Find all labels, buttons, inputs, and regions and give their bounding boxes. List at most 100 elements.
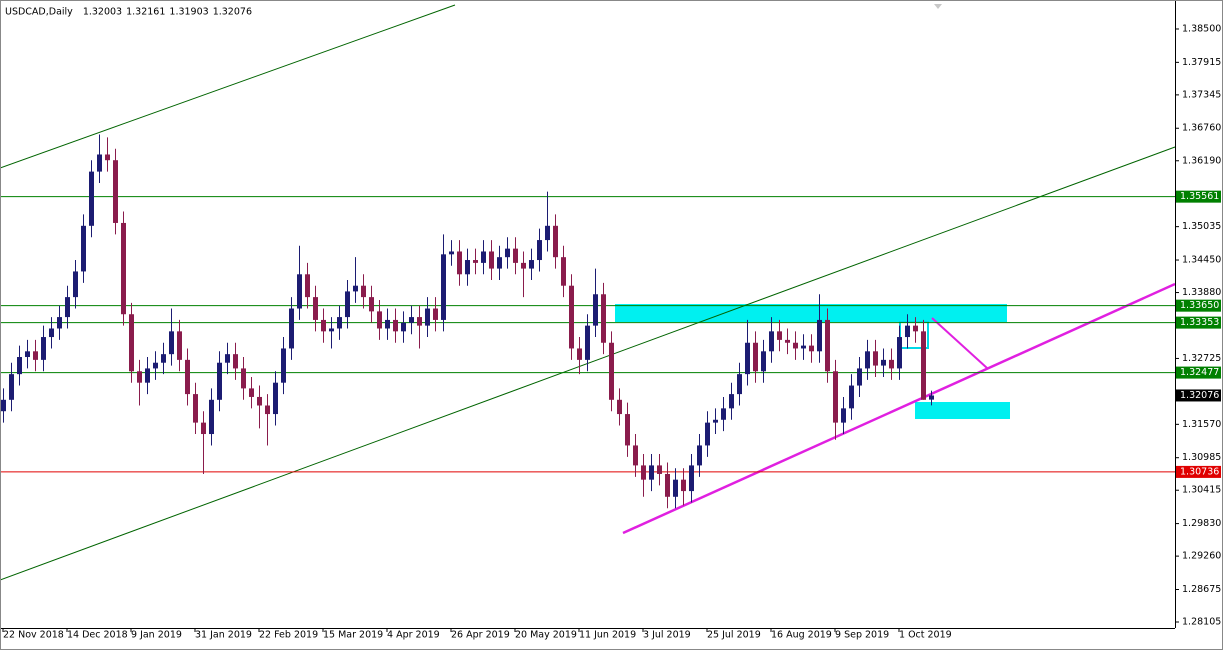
candle-body: [721, 408, 726, 420]
candle-body: [297, 274, 302, 309]
candle-body: [281, 348, 286, 383]
y-tick-label: 1.28105: [1182, 617, 1221, 628]
candle-body: [673, 479, 678, 497]
candle-body: [625, 414, 630, 446]
y-tick-label: 1.36760: [1182, 123, 1221, 134]
x-tick-label: 15 Mar 2019: [323, 630, 383, 641]
candle-body: [265, 405, 270, 415]
arrow-line: [931, 317, 988, 369]
candle-body: [857, 368, 862, 386]
y-tick-label: 1.32725: [1182, 353, 1221, 364]
candle-body: [553, 225, 558, 258]
candle-body: [753, 342, 758, 372]
candle-body: [425, 308, 430, 326]
candle-body: [473, 260, 478, 263]
candle-body: [361, 285, 366, 298]
candle-body: [113, 160, 118, 223]
candle-body: [529, 260, 534, 269]
candle-body: [57, 317, 62, 329]
candle-body: [841, 408, 846, 423]
candle-body: [681, 479, 686, 492]
candle-body: [913, 325, 918, 332]
candle-body: [881, 359, 886, 366]
candle-body: [817, 319, 822, 352]
level-tag: [1176, 190, 1221, 203]
x-tick-label: 25 Jul 2019: [707, 630, 761, 641]
level-label: 1.32076: [1180, 390, 1219, 401]
candle-body: [33, 351, 38, 360]
candle-body: [905, 325, 910, 338]
level-tag: [1176, 316, 1221, 329]
x-tick-label: 22 Nov 2018: [3, 630, 64, 641]
x-tick-label: 11 Jun 2019: [579, 630, 636, 641]
trend-line: [622, 282, 1176, 535]
x-tick-label: 20 May 2019: [515, 630, 577, 641]
candle-body: [345, 291, 350, 318]
y-tick-label: 1.29260: [1182, 551, 1221, 562]
x-tick-label: 3 Jul 2019: [643, 630, 691, 641]
candle-body: [809, 345, 814, 352]
candle-body: [649, 465, 654, 480]
candle-body: [73, 271, 78, 298]
zone: [615, 304, 1007, 322]
level-label: 1.32477: [1180, 367, 1219, 378]
candle-body: [353, 285, 358, 292]
candle-body: [177, 331, 182, 360]
candle-body: [433, 308, 438, 320]
header-value: 1.31903: [169, 7, 208, 18]
candle-body: [321, 319, 326, 332]
candle-body: [521, 262, 526, 269]
candle-body: [105, 154, 110, 161]
candle-body: [257, 396, 262, 406]
candle-body: [825, 319, 830, 372]
candle-body: [705, 422, 710, 446]
candle-body: [833, 371, 838, 423]
header-value: 1.32161: [126, 7, 165, 18]
candle-body: [65, 297, 70, 318]
y-tick-label: 1.31570: [1182, 419, 1221, 430]
header-value: 1.32076: [213, 7, 252, 18]
candle-body: [865, 351, 870, 369]
candle-body: [409, 317, 414, 323]
y-tick-label: 1.30415: [1182, 485, 1221, 496]
candle-body: [617, 399, 622, 415]
y-tick-label: 1.37345: [1182, 89, 1221, 100]
candle-body: [585, 325, 590, 360]
y-tick-label: 1.35035: [1182, 221, 1221, 232]
candle-body: [457, 251, 462, 275]
level-label: 1.33650: [1180, 300, 1219, 311]
level-tag: [1176, 366, 1221, 379]
candle-body: [369, 297, 374, 312]
candle-body: [665, 473, 670, 497]
candle-body: [537, 240, 542, 261]
x-tick-label: 9 Sep 2019: [835, 630, 889, 641]
candle-body: [801, 345, 806, 349]
candle-body: [513, 248, 518, 263]
candle-body: [785, 339, 790, 343]
candle-body: [761, 351, 766, 372]
candle-body: [313, 297, 318, 320]
chart-title: USDCAD,Daily: [5, 7, 73, 18]
candle-body: [89, 171, 94, 226]
shift-marker: [934, 4, 942, 9]
candle-body: [793, 342, 798, 349]
candle-body: [609, 342, 614, 400]
candle-body: [217, 362, 222, 400]
x-tick-label: 22 Feb 2019: [259, 630, 318, 641]
candle-body: [713, 419, 718, 423]
candle-body: [569, 285, 574, 349]
candle-body: [593, 294, 598, 326]
candle-body: [273, 382, 278, 415]
level-label: 1.35561: [1180, 191, 1219, 202]
level-label: 1.33353: [1180, 317, 1219, 328]
candle-body: [489, 251, 494, 269]
candle-body: [97, 154, 102, 172]
candle-body: [329, 328, 334, 332]
x-tick-label: 4 Apr 2019: [387, 630, 440, 641]
x-tick-label: 16 Aug 2019: [771, 630, 832, 641]
candle-body: [305, 274, 310, 298]
y-tick-label: 1.38500: [1182, 23, 1221, 34]
